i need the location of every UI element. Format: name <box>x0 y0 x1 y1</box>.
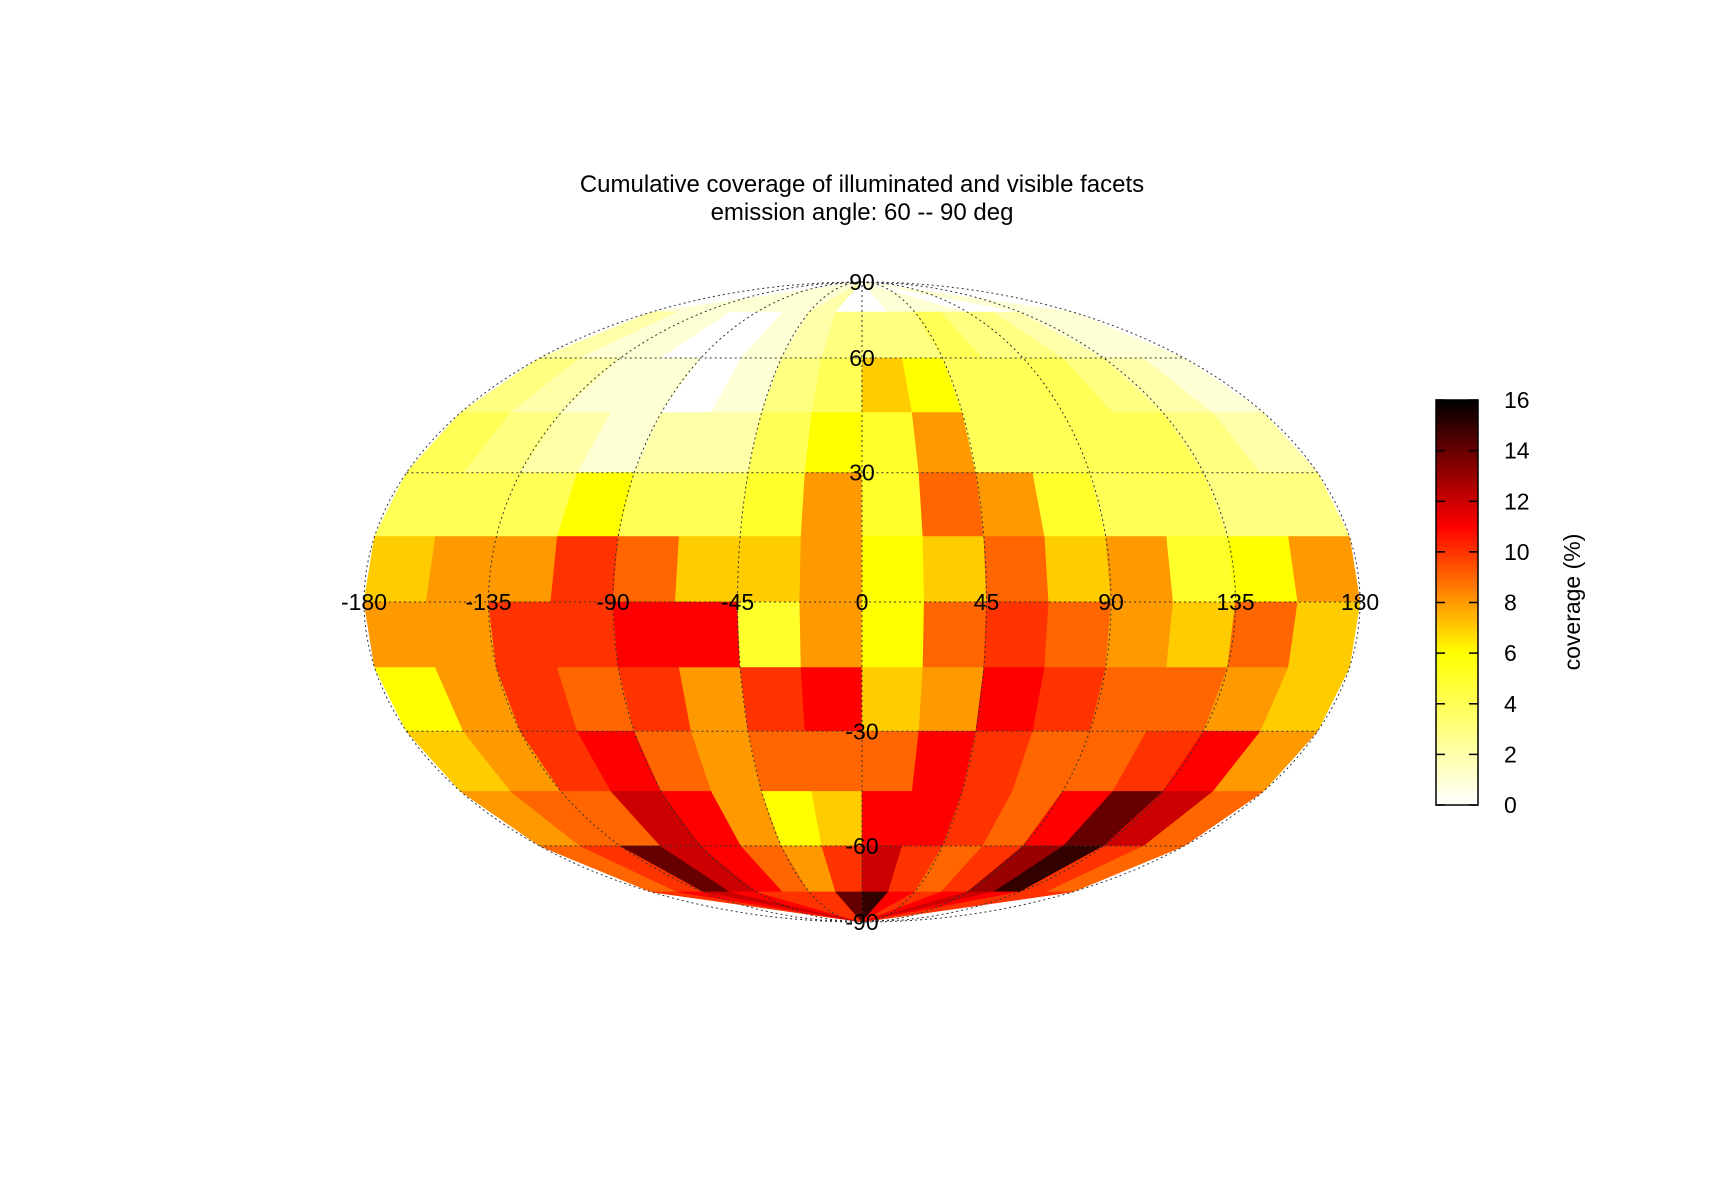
longitude-tick-label: 0 <box>856 589 869 615</box>
latitude-tick-label: 60 <box>849 345 875 371</box>
coverage-cell <box>861 891 1073 922</box>
coverage-cell <box>739 472 806 537</box>
coverage-cell <box>861 601 925 668</box>
colorbar-tick-label: 4 <box>1504 691 1517 717</box>
colorbar-tick-label: 14 <box>1504 438 1530 464</box>
latitude-tick-labels: 90 60 30 -30 -60 -90 <box>845 269 878 935</box>
latitude-tick-label: 90 <box>849 269 875 295</box>
latitude-tick-label: -30 <box>845 718 878 744</box>
coverage-cell <box>703 891 863 922</box>
coverage-cell <box>677 891 863 922</box>
coverage-cell <box>799 536 863 603</box>
colorbar-tick-label: 6 <box>1504 640 1517 666</box>
meridian-line <box>861 281 988 923</box>
coverage-cell <box>739 667 806 732</box>
longitude-tick-label: -45 <box>721 589 754 615</box>
colorbar-label: coverage (%) <box>1559 534 1585 671</box>
longitude-tick-label: 180 <box>1341 589 1379 615</box>
colorbar-tick-label: 2 <box>1504 741 1517 767</box>
chart-subtitle: emission angle: 60 -- 90 deg <box>711 199 1014 226</box>
colorbar-tick-label: 16 <box>1504 387 1530 413</box>
coverage-cell <box>782 891 863 922</box>
coverage-cell <box>730 891 863 922</box>
colorbar-tick-label: 0 <box>1504 792 1517 818</box>
coverage-cells <box>364 282 1360 922</box>
coverage-cell <box>861 536 925 603</box>
coverage-cell <box>918 667 985 732</box>
latitude-tick-label: -90 <box>845 909 878 935</box>
longitude-tick-labels: -180 -135 -90 -45 0 45 90 135 180 <box>341 589 1379 615</box>
graticule <box>364 281 1360 923</box>
coverage-cell <box>756 891 863 922</box>
colorbar-tick-label: 10 <box>1504 539 1530 565</box>
longitude-tick-label: 45 <box>974 589 1000 615</box>
coverage-cell <box>678 667 749 732</box>
longitude-tick-label: -135 <box>465 589 511 615</box>
meridian-line <box>487 281 863 923</box>
latitude-tick-label: -60 <box>845 833 878 859</box>
chart-title: Cumulative coverage of illuminated and v… <box>580 171 1144 198</box>
longitude-tick-label: -180 <box>341 589 387 615</box>
latitude-tick-label: 30 <box>849 460 875 486</box>
coverage-cell <box>834 891 863 922</box>
colorbar-ticks: 0 2 4 6 8 10 12 14 16 <box>1436 387 1530 818</box>
longitude-tick-label: 90 <box>1098 589 1124 615</box>
longitude-tick-label: -90 <box>596 589 629 615</box>
colorbar-tick-label: 12 <box>1504 488 1530 514</box>
coverage-cell <box>678 472 749 537</box>
colorbar: 0 2 4 6 8 10 12 14 16 coverage (%) <box>1435 387 1585 818</box>
coverage-cell <box>918 472 985 537</box>
coverage-cell <box>651 891 863 922</box>
colorbar-tick-label: 8 <box>1504 590 1517 616</box>
longitude-tick-label: 135 <box>1216 589 1254 615</box>
coverage-cell <box>799 601 863 668</box>
coverage-cell <box>808 891 863 922</box>
map-outline <box>363 281 1361 923</box>
